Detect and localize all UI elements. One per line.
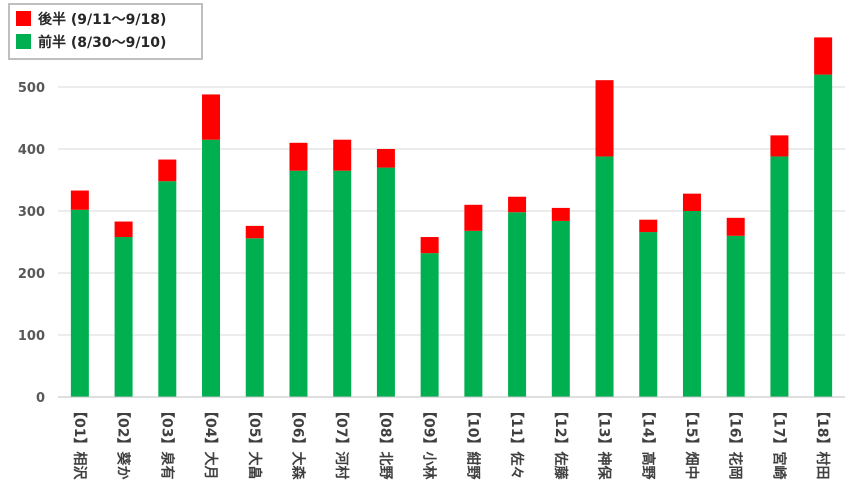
- x-tick-label-14: 【14】高野: [639, 404, 656, 479]
- legend-swatch-early: [16, 34, 31, 49]
- bar-early-03: [158, 181, 177, 397]
- bar-early-02: [114, 237, 133, 397]
- bar-late-06: [289, 142, 308, 171]
- bar-early-09: [420, 253, 439, 397]
- x-tick-label-10: 【10】紺野: [464, 404, 481, 479]
- x-tick-label-01: 【01】相沢: [71, 404, 88, 480]
- y-tick-label-100: 100: [18, 329, 45, 344]
- bar-early-01: [70, 209, 89, 397]
- bar-late-07: [333, 139, 352, 171]
- x-tick-label-08: 【08】北野: [377, 404, 393, 479]
- bar-late-10: [464, 204, 483, 231]
- bar-early-10: [464, 230, 483, 397]
- legend-label-early: 前半 (8/30〜9/10): [38, 34, 166, 51]
- bar-late-15: [682, 193, 701, 211]
- x-tick-label-05: 【05】大畠: [246, 404, 263, 479]
- bar-late-17: [770, 135, 789, 157]
- x-tick-label-07: 【07】河村: [333, 404, 350, 479]
- x-tick-label-03: 【03】泉有: [158, 404, 175, 479]
- bar-early-06: [289, 170, 308, 397]
- gridlines: [58, 86, 845, 336]
- bar-early-04: [202, 139, 221, 397]
- y-tick-label-300: 300: [18, 205, 45, 220]
- bar-early-18: [814, 74, 833, 397]
- x-tick-label-17: 【17】宮崎: [770, 404, 787, 479]
- x-tick-label-06: 【06】大森: [289, 404, 306, 480]
- bar-late-11: [508, 196, 527, 213]
- legend: 後半 (9/11〜9/18) 前半 (8/30〜9/10): [8, 3, 203, 60]
- x-tick-label-13: 【13】神保: [596, 404, 613, 480]
- bar-late-18: [814, 37, 833, 75]
- bars: [70, 37, 833, 397]
- x-tick-label-18: 【18】村田: [814, 404, 831, 479]
- x-tick-label-02: 【02】葵か: [115, 404, 132, 479]
- y-axis-tick-labels: 0 100 200 300 400 500: [18, 81, 45, 406]
- bar-late-03: [158, 159, 177, 182]
- bar-early-17: [770, 156, 789, 397]
- bar-early-16: [726, 235, 745, 397]
- y-tick-label-200: 200: [18, 267, 45, 282]
- bar-early-14: [639, 232, 658, 397]
- bar-late-01: [70, 190, 89, 210]
- bar-late-13: [595, 80, 614, 157]
- legend-label-late: 後半 (9/11〜9/18): [38, 11, 166, 28]
- y-tick-label-0: 0: [36, 391, 45, 406]
- bar-early-15: [682, 211, 701, 397]
- bar-early-12: [551, 220, 570, 397]
- y-tick-label-400: 400: [18, 143, 45, 158]
- x-tick-label-11: 【11】佐々: [508, 404, 525, 479]
- x-tick-label-12: 【12】佐藤: [552, 404, 569, 480]
- bar-late-12: [551, 207, 570, 221]
- y-tick-label-500: 500: [18, 81, 45, 96]
- bar-early-13: [595, 156, 614, 397]
- x-tick-label-16: 【16】花岡: [727, 404, 744, 479]
- bar-late-08: [376, 149, 395, 168]
- bar-early-07: [333, 170, 352, 397]
- legend-swatch-late: [16, 11, 31, 26]
- bar-late-05: [245, 225, 264, 239]
- bar-late-02: [114, 221, 133, 238]
- bar-late-04: [202, 94, 221, 140]
- x-axis-category-labels: 【01】相沢 【02】葵か 【03】泉有 【04】大月 【05】大畠 【06】大森 【07】…: [71, 404, 831, 480]
- bar-late-09: [420, 237, 439, 254]
- bar-early-08: [376, 167, 395, 397]
- legend-box: [8, 3, 203, 60]
- x-tick-label-04: 【04】大月: [202, 404, 219, 479]
- x-tick-label-09: 【09】小林: [421, 404, 438, 479]
- bar-late-14: [639, 219, 658, 233]
- bar-early-11: [508, 212, 527, 397]
- bar-early-05: [245, 238, 264, 397]
- bar-late-16: [726, 217, 745, 236]
- x-tick-label-15: 【15】畑中: [683, 404, 700, 479]
